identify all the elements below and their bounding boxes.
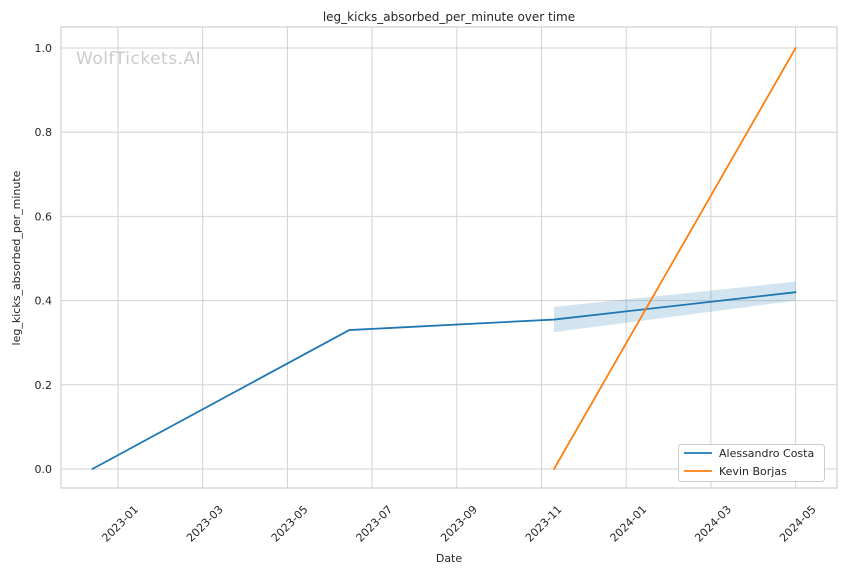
y-tick-label: 0.8 [35, 126, 53, 139]
x-tick-label: 2023-05 [269, 503, 311, 545]
y-tick-label: 0.0 [35, 463, 53, 476]
x-tick-label: 2024-05 [777, 503, 819, 545]
x-tick-label: 2023-11 [523, 503, 565, 545]
legend-label-kevin-borjas: Kevin Borjas [719, 465, 787, 478]
watermark: WolfTickets.AI [76, 49, 201, 69]
legend-label-alessandro-costa: Alessandro Costa [719, 447, 814, 460]
legend-box [678, 444, 825, 482]
x-tick-label: 2023-09 [438, 503, 480, 545]
confidence-band-alessandro-costa [554, 281, 796, 333]
y-tick-label: 0.4 [35, 295, 53, 308]
x-tick-label: 2023-03 [184, 503, 226, 545]
chart-title: leg_kicks_absorbed_per_minute over time [323, 10, 575, 24]
x-axis-label: Date [436, 552, 463, 565]
y-tick-label: 1.0 [35, 42, 53, 55]
x-tick-label: 2023-07 [354, 503, 396, 545]
x-tick-label: 2023-01 [99, 503, 141, 545]
y-tick-label: 0.2 [35, 379, 53, 392]
plot-border [60, 26, 838, 489]
series-line-kevin-borjas [553, 47, 797, 470]
x-tick-label: 2024-03 [692, 503, 734, 545]
x-tick-label: 2024-01 [608, 503, 650, 545]
legend: Alessandro Costa Kevin Borjas [678, 444, 825, 482]
y-axis-label: leg_kicks_absorbed_per_minute [10, 170, 23, 345]
series-line-alessandro-costa [91, 291, 797, 470]
y-tick-label: 0.6 [35, 210, 53, 223]
